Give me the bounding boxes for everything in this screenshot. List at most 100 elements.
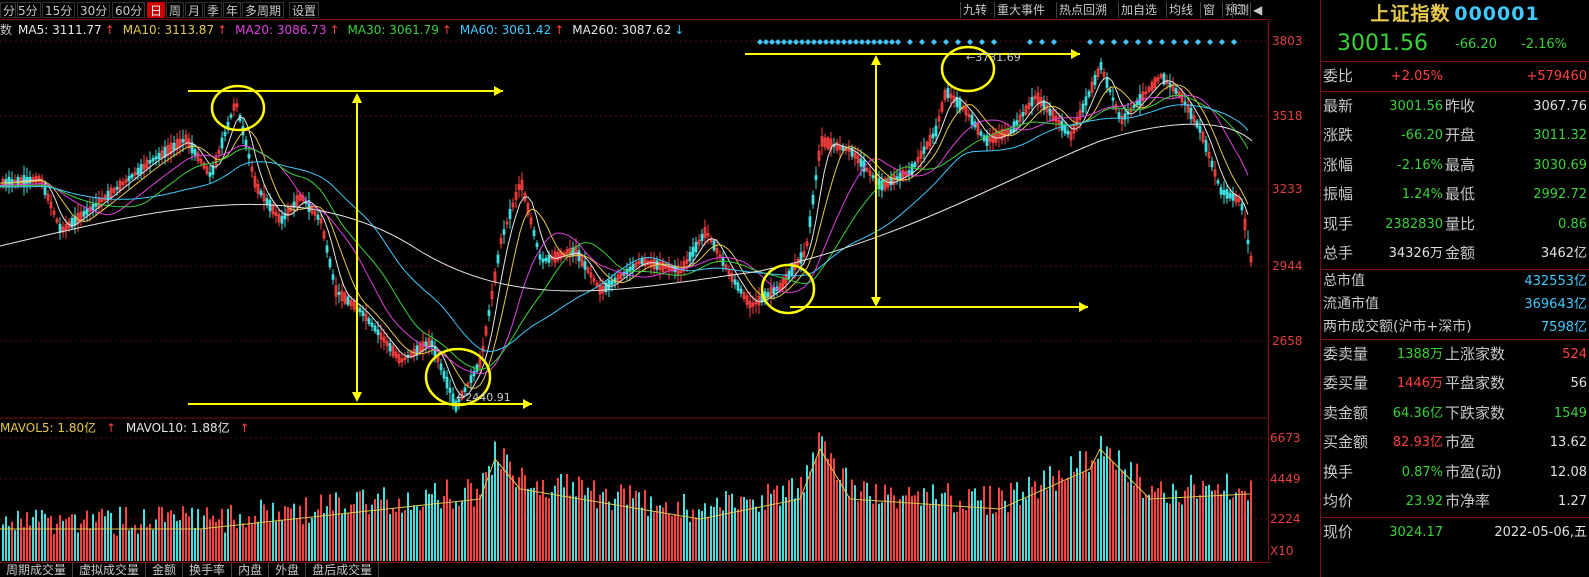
volume-bar: [965, 510, 967, 561]
trade-rows: 委卖量 1388万 上涨家数 524 委买量 1446万 平盘家数 56 卖金额 64.36亿 下跌…: [1321, 340, 1589, 518]
volume-bar: [854, 485, 856, 561]
volume-bar: [506, 454, 508, 561]
candle-body: [244, 139, 248, 148]
volume-bar: [446, 479, 448, 561]
candle-body: [703, 226, 707, 239]
volume-bar: [773, 489, 775, 561]
volume-bar: [1154, 491, 1156, 561]
volume-bar: [92, 514, 94, 561]
volume-bar: [269, 522, 271, 561]
signal-diamond: [799, 39, 805, 45]
period-7-button[interactable]: 月: [185, 2, 204, 18]
tool-6-button[interactable]: 预测: [1222, 2, 1251, 18]
indicator-tabs: 周期成交量 虚拟成交量 金额 换手率 内盘 外盘 盘后成交量: [0, 562, 1270, 577]
indicator-tab-5[interactable]: 外盘: [269, 563, 307, 577]
volume-bar: [887, 494, 889, 561]
kline-chart[interactable]: 3803 3518 3233 2944 2658 6673 4449 2224 X10 ←3731…: [0, 21, 1303, 577]
candle-body: [1108, 89, 1112, 93]
volume-bar: [788, 480, 790, 561]
tool-2-button[interactable]: 热点回溯: [1056, 2, 1109, 18]
volume-bar: [455, 502, 457, 561]
volume-bar: [110, 512, 112, 561]
volume-bar: [857, 501, 859, 561]
volume-bar: [914, 495, 916, 561]
indicator-tab-0[interactable]: 周期成交量: [0, 563, 74, 577]
indicator-tab-3[interactable]: 换手率: [183, 563, 233, 577]
period-5-button[interactable]: 日: [147, 2, 166, 18]
volume-bar: [689, 521, 691, 561]
tool-3-button[interactable]: 加自选: [1118, 2, 1159, 18]
volume-bar: [767, 483, 769, 561]
collapse-icon[interactable]: ◀: [1250, 2, 1264, 18]
volume-bar: [131, 527, 133, 561]
signal-diamond: [829, 39, 835, 45]
volume-bar: [77, 532, 79, 561]
period-6-button[interactable]: 周: [166, 2, 185, 18]
candle-body: [157, 152, 161, 160]
candle-body: [298, 193, 302, 201]
candle-body: [220, 137, 224, 149]
candle-body: [526, 203, 530, 215]
period-11-button[interactable]: 设置: [289, 2, 320, 18]
candle-body: [346, 296, 350, 305]
candle-body: [823, 137, 827, 148]
candle-body: [190, 142, 194, 154]
volume-bar: [716, 497, 718, 561]
candle-body: [1186, 104, 1190, 113]
high-circle: [940, 45, 996, 93]
tool-4-button[interactable]: 均线: [1166, 2, 1195, 18]
quote-label: 量比: [1445, 214, 1476, 233]
indicator-tab-4[interactable]: 内盘: [232, 563, 270, 577]
volume-bar: [707, 517, 709, 561]
period-9-button[interactable]: 年: [223, 2, 242, 18]
quote-value: -2.16%: [1397, 157, 1443, 173]
volume-bar: [725, 491, 727, 561]
period-1-button[interactable]: 5分: [15, 2, 41, 18]
volume-bar: [182, 506, 184, 561]
indicator-tab-1[interactable]: 虚拟成交量: [73, 563, 147, 577]
candle-body: [85, 208, 89, 215]
volume-bar: [908, 486, 910, 561]
volume-bar: [962, 508, 964, 561]
period-4-button[interactable]: 60分: [112, 2, 146, 18]
candle-body: [334, 285, 338, 297]
volume-bar: [458, 505, 460, 561]
volume-bar: [224, 532, 226, 561]
candle-body: [790, 266, 794, 276]
candle-body: [205, 166, 209, 174]
tool-0-button[interactable]: 九转: [960, 2, 989, 18]
period-2-button[interactable]: 15分: [42, 2, 76, 18]
volume-bar: [830, 453, 832, 561]
signal-diamond: [1219, 39, 1225, 45]
indicator-tab-2[interactable]: 金额: [146, 563, 184, 577]
volume-bar: [1034, 481, 1036, 561]
period-3-button[interactable]: 30分: [77, 2, 111, 18]
candle-body: [199, 159, 203, 164]
trade-row-2: 卖金额 64.36亿 下跌家数 1549: [1321, 399, 1589, 429]
volume-bar: [809, 471, 811, 561]
period-0-button[interactable]: 分: [0, 2, 19, 18]
candle-body: [511, 202, 515, 208]
volume-bar: [17, 510, 19, 561]
axis-divider: [1268, 21, 1269, 561]
period-8-button[interactable]: 季: [204, 2, 223, 18]
volume-bar: [233, 519, 235, 561]
period-10-button[interactable]: 多周期: [242, 2, 285, 18]
signal-diamond: [763, 39, 769, 45]
candle-body: [1141, 91, 1145, 102]
volume-bar: [977, 500, 979, 561]
lock-icon[interactable]: ☐: [1232, 2, 1248, 18]
volume-bar: [797, 488, 799, 561]
tool-1-button[interactable]: 重大事件: [994, 2, 1047, 18]
candle-body: [292, 201, 296, 208]
volume-bar: [335, 492, 337, 561]
volume-bar: [863, 481, 865, 561]
indicator-tab-6[interactable]: 盘后成交量: [306, 563, 380, 577]
volume-bar: [536, 481, 538, 561]
volume-bar: [1067, 477, 1069, 561]
candle-body: [937, 116, 941, 122]
range-arrow-right-top: [871, 55, 881, 65]
tool-5-button[interactable]: 窗: [1200, 2, 1217, 18]
volume-bar: [347, 513, 349, 561]
volume-bar: [1166, 502, 1168, 561]
